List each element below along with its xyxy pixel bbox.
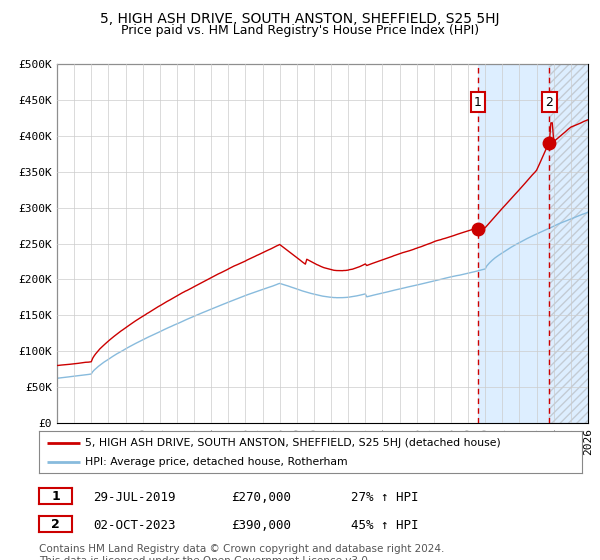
Text: £270,000: £270,000 [231, 491, 291, 504]
Text: 27% ↑ HPI: 27% ↑ HPI [351, 491, 419, 504]
Text: Contains HM Land Registry data © Crown copyright and database right 2024.
This d: Contains HM Land Registry data © Crown c… [39, 544, 445, 560]
Text: 02-OCT-2023: 02-OCT-2023 [93, 519, 176, 532]
Bar [478, 64, 550, 423]
Bar [550, 64, 600, 423]
Text: 45% ↑ HPI: 45% ↑ HPI [351, 519, 419, 532]
Text: 5, HIGH ASH DRIVE, SOUTH ANSTON, SHEFFIELD, S25 5HJ (detached house): 5, HIGH ASH DRIVE, SOUTH ANSTON, SHEFFIE… [85, 437, 501, 447]
Text: 5, HIGH ASH DRIVE, SOUTH ANSTON, SHEFFIELD, S25 5HJ: 5, HIGH ASH DRIVE, SOUTH ANSTON, SHEFFIE… [100, 12, 500, 26]
Text: 1: 1 [474, 96, 482, 109]
Text: 2: 2 [51, 517, 60, 531]
Text: £390,000: £390,000 [231, 519, 291, 532]
Text: HPI: Average price, detached house, Rotherham: HPI: Average price, detached house, Roth… [85, 457, 348, 467]
Text: 1: 1 [51, 489, 60, 503]
Text: Price paid vs. HM Land Registry's House Price Index (HPI): Price paid vs. HM Land Registry's House … [121, 24, 479, 36]
Bar [550, 64, 600, 423]
Text: 2: 2 [545, 96, 553, 109]
Text: 29-JUL-2019: 29-JUL-2019 [93, 491, 176, 504]
